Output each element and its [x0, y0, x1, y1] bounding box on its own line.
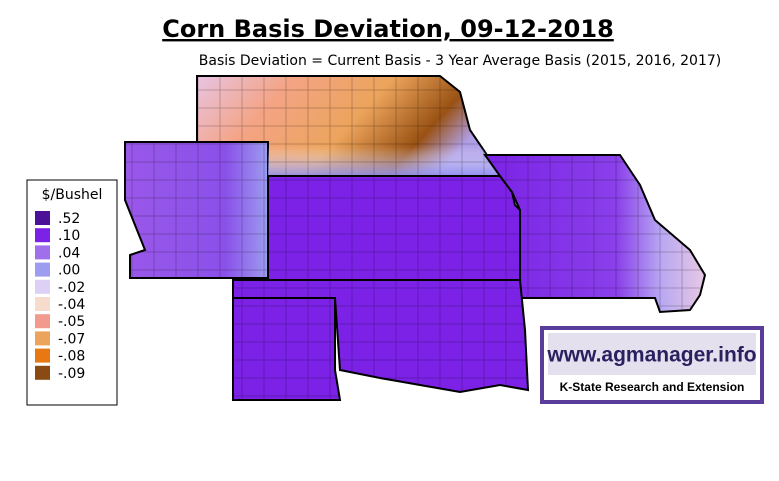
legend-label: -.04: [58, 297, 85, 313]
legend-title: $/Bushel: [42, 187, 103, 203]
legend-swatch: [35, 331, 50, 346]
legend-swatch: [35, 211, 50, 225]
subtitle: Basis Deviation = Current Basis - 3 Year…: [199, 53, 721, 69]
legend-items: .52.10.04 .00-.02-.04-.05-.07 -.08-.09: [35, 211, 85, 382]
legend-label: .04: [58, 245, 80, 261]
legend-swatch: [35, 348, 50, 363]
logo-banner: [548, 333, 756, 375]
legend-label: -.05: [58, 314, 85, 330]
legend-swatch: [35, 279, 50, 294]
legend-swatch: [35, 314, 50, 329]
title: Corn Basis Deviation, 09-12-2018: [162, 15, 614, 43]
legend-label: -.07: [58, 331, 85, 347]
legend-label: .52: [58, 211, 80, 227]
legend-label: .10: [58, 228, 80, 244]
logo-url: www.agmanager.info: [546, 344, 756, 367]
legend-label: -.02: [58, 280, 85, 296]
legend-swatch: [35, 297, 50, 311]
logo-org: K-State Research and Extension: [560, 380, 745, 394]
legend-swatch: [35, 262, 50, 277]
legend-label: -.09: [58, 366, 85, 382]
legend-label: .00: [58, 263, 80, 279]
legend-label: -.08: [58, 349, 85, 365]
legend-swatch: [35, 245, 50, 260]
legend-swatch: [35, 365, 50, 380]
legend-swatch: [35, 228, 50, 243]
counties: [125, 76, 705, 400]
